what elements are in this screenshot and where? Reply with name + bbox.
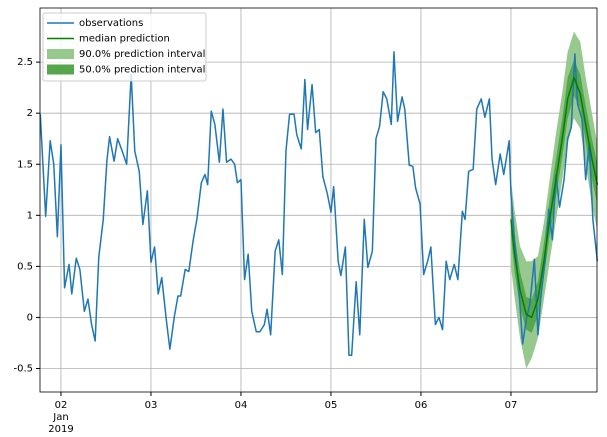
y-tick-label: 1.5 [17,159,33,170]
y-tick-label: 0.5 [17,261,33,272]
line [39,51,599,356]
x-tick-label: 06 [415,400,428,411]
x-tick-label: 02 [55,400,68,411]
x-tick-sublabel: Jan [52,412,68,423]
legend-label: 90.0% prediction interval [79,49,205,60]
x-tick-label: 05 [325,400,338,411]
y-tick-label: 0 [27,312,33,323]
y-tick-label: -0.5 [13,364,33,375]
legend-label: 50.0% prediction interval [79,65,205,76]
legend-label: median prediction [79,34,170,45]
legend-box [42,12,207,82]
x-tick-label: 03 [145,400,158,411]
line [510,76,599,319]
legend-swatch [47,64,74,75]
x-tick-sublabel: 2019 [48,424,73,435]
y-tick-label: 2.5 [17,57,33,68]
plot-frame [39,7,598,393]
y-tick-label: 2 [27,108,33,119]
y-tick-label: 1 [27,210,33,221]
x-tick-label: 07 [505,400,518,411]
legend-label: observations [79,18,143,29]
x-tick-label: 04 [235,400,248,411]
legend-swatch [47,49,74,59]
